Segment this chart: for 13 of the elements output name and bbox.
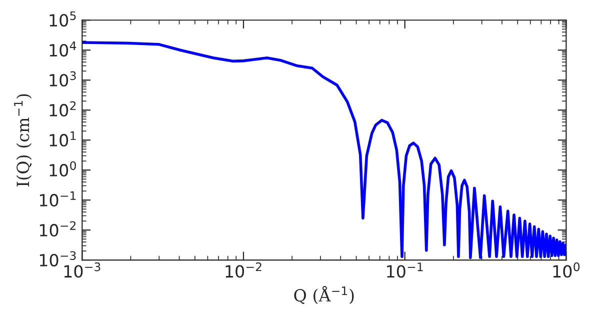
x-tick-label: 10$^{−2}$ bbox=[226, 262, 262, 278]
y-tick-label: 10$^{2}$ bbox=[50, 101, 76, 117]
y-tick-label: 10$^{−2}$ bbox=[40, 221, 76, 236]
y-tick-label: 10$^{−1}$ bbox=[40, 191, 76, 207]
y-tick-label: 10$^{5}$ bbox=[50, 11, 76, 27]
x-tick-label: 10$^{0}$ bbox=[553, 262, 580, 278]
y-tick-label: 10$^{4}$ bbox=[50, 41, 76, 57]
y-tick-label: 10$^{0}$ bbox=[50, 161, 76, 177]
y-tick-label: 10$^{3}$ bbox=[50, 71, 76, 87]
x-tick-label: 10$^{−1}$ bbox=[387, 262, 423, 278]
y-tick-label: 10$^{1}$ bbox=[50, 131, 76, 147]
x-axis-title: Q (Å$^{−1}$) bbox=[294, 286, 354, 304]
y-axis-title: I(Q) (cm$^{−1}$) bbox=[14, 94, 32, 186]
